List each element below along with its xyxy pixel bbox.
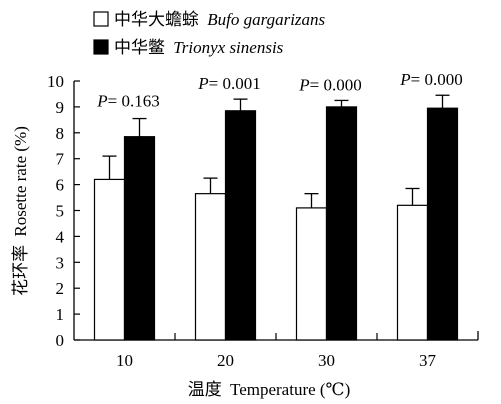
y-axis-title-cn: 花环率 <box>11 245 30 296</box>
y-tick-label: 3 <box>56 253 65 272</box>
y-tick-label: 10 <box>47 72 64 91</box>
x-ticks: 10 20 30 37 <box>116 333 437 370</box>
legend-label-trionyx-cn: 中华鳖 <box>114 38 165 57</box>
bar-bufo <box>396 204 429 341</box>
p-value-symbol: P <box>197 74 208 93</box>
y-tick-label: 7 <box>56 150 65 169</box>
svg-text:中华鳖 Trionyx sinensis: 中华鳖 Trionyx sinensis <box>114 38 284 57</box>
y-tick-label: 9 <box>56 98 65 117</box>
y-tick-label: 2 <box>56 279 65 298</box>
p-value-text: = 0.001 <box>209 74 261 93</box>
svg-text:中华大蟾蜍 Bufo gargarizans: 中华大蟾蜍 Bufo gargarizans <box>114 10 326 29</box>
legend-label-bufo-latin: Bufo gargarizans <box>207 10 325 29</box>
y-axis-title: 花环率 Rosette rate (%) <box>11 126 30 296</box>
p-value-text: = 0.000 <box>411 70 463 89</box>
x-axis-title: 温度 Temperature (℃) <box>188 380 351 399</box>
legend-swatch-bufo <box>93 11 109 27</box>
p-value-label: P= 0.000 <box>399 70 462 89</box>
x-tick-label: 37 <box>419 351 437 370</box>
legend-label-trionyx-latin: Trionyx sinensis <box>173 38 283 57</box>
x-tick-label: 10 <box>116 351 133 370</box>
x-axis-title-en: Temperature (℃) <box>230 380 350 399</box>
error-bars <box>102 94 450 208</box>
p-value-symbol: P <box>96 92 107 111</box>
y-tick-label: 5 <box>56 202 65 221</box>
p-value-symbol: P <box>298 75 309 94</box>
y-tick-label: 0 <box>56 331 65 350</box>
legend-label-bufo-cn: 中华大蟾蜍 <box>114 10 199 29</box>
bar-bufo <box>295 207 328 341</box>
p-value-text: = 0.163 <box>108 92 160 111</box>
p-value-label: P= 0.001 <box>197 74 260 93</box>
y-tick-label: 6 <box>56 176 65 195</box>
legend-swatch-trionyx <box>93 39 109 55</box>
bar-trionyx <box>426 107 459 341</box>
bar-trionyx <box>325 106 358 341</box>
y-tick-label: 1 <box>56 305 65 324</box>
p-value-label: P= 0.000 <box>298 75 361 94</box>
bar-bufo <box>194 193 227 341</box>
legend: 中华大蟾蜍 Bufo gargarizans 中华鳖 Trionyx sinen… <box>93 10 326 57</box>
bars <box>93 106 459 341</box>
legend-item-trionyx: 中华鳖 Trionyx sinensis <box>93 38 284 57</box>
p-value-label: P= 0.163 <box>96 92 159 111</box>
y-ticks: 0 1 2 3 4 5 6 7 8 9 10 <box>47 72 80 350</box>
y-tick-label: 4 <box>56 227 65 246</box>
y-axis-title-en: Rosette rate (%) <box>11 126 30 236</box>
bar-bufo <box>93 178 126 341</box>
p-value-symbol: P <box>399 70 410 89</box>
x-axis-title-cn: 温度 <box>188 380 222 399</box>
bar-trionyx <box>224 110 257 341</box>
x-tick-label: 20 <box>217 351 234 370</box>
legend-item-bufo: 中华大蟾蜍 Bufo gargarizans <box>93 10 326 29</box>
y-tick-label: 8 <box>56 124 65 143</box>
bar-trionyx <box>123 136 156 341</box>
p-value-text: = 0.000 <box>310 75 362 94</box>
x-tick-label: 30 <box>318 351 335 370</box>
